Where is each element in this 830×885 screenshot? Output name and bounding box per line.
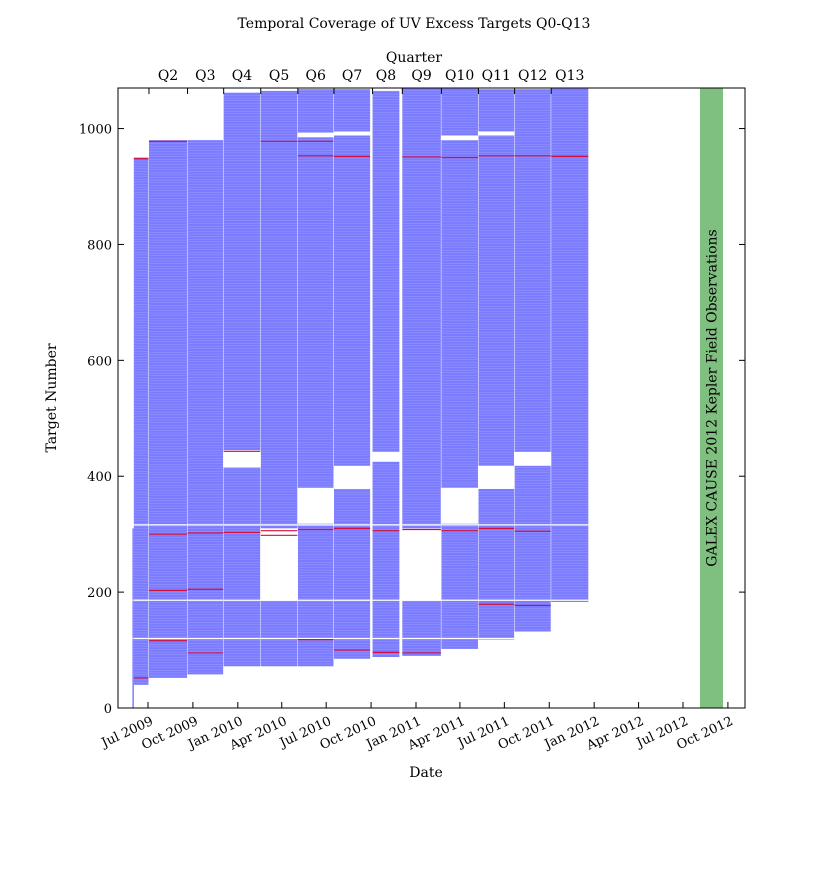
- quarter-coverage-q11: [478, 89, 515, 640]
- coverage-gap-q4: [223, 450, 261, 468]
- coverage-gap-q12: [514, 451, 552, 466]
- quarter-coverage-q2: [148, 140, 188, 678]
- quarter-label-q10: Q10: [445, 68, 474, 84]
- quarter-label-q11: Q11: [482, 68, 511, 84]
- quarter-coverage-q12: [514, 89, 551, 632]
- top-axis-label: Quarter: [386, 50, 442, 66]
- y-tick-label: 0: [104, 702, 112, 717]
- quarter-label-q9: Q9: [411, 68, 431, 84]
- quarter-coverage-q1: [133, 157, 149, 685]
- coverage-gap-q8: [372, 451, 400, 462]
- x-axis-label: Date: [409, 765, 442, 781]
- coverage-gap-q6: [297, 132, 334, 138]
- coverage-gap-q5: [260, 528, 298, 601]
- galex-band-label: GALEX CAUSE 2012 Kepler Field Observatio…: [705, 229, 721, 566]
- quarter-coverage-q3: [187, 140, 224, 675]
- coverage-gap-q10: [440, 135, 479, 141]
- y-axis-label: Target Number: [44, 343, 60, 452]
- coverage-gap-q7: [333, 131, 371, 136]
- quarter-coverage-q13: [551, 88, 589, 602]
- coverage-gap-q7: [333, 465, 371, 489]
- quarter-label-q12: Q12: [518, 68, 547, 84]
- y-tick-label: 200: [87, 586, 112, 601]
- quarter-coverage-q6: [297, 89, 334, 667]
- quarter-label-q3: Q3: [195, 68, 215, 84]
- y-tick-label: 800: [87, 238, 112, 253]
- quarter-coverage-q8: [372, 90, 400, 658]
- coverage-gap-q6: [297, 487, 334, 524]
- coverage-gap-q10: [440, 487, 479, 524]
- quarter-coverage-q0: [132, 528, 134, 708]
- y-tick-label: 1000: [79, 123, 112, 138]
- coverage-gap-q9: [401, 528, 442, 601]
- y-tick-label: 400: [87, 470, 112, 485]
- quarter-label-q6: Q6: [305, 68, 325, 84]
- coverage-gap-q11: [477, 465, 515, 489]
- chart-title: Temporal Coverage of UV Excess Targets Q…: [238, 16, 591, 32]
- coverage-gap-q11: [477, 131, 515, 136]
- stripe-texture: [132, 88, 589, 706]
- plot-frame: [117, 87, 746, 709]
- quarter-coverage-q10: [441, 88, 478, 649]
- plot-area: GALEX CAUSE 2012 Kepler Field Observatio…: [132, 88, 723, 708]
- quarter-label-q5: Q5: [269, 68, 289, 84]
- quarter-label-q8: Q8: [376, 68, 396, 84]
- quarter-label-q13: Q13: [555, 68, 584, 84]
- coverage-group: [132, 88, 589, 708]
- y-tick-label: 600: [87, 354, 112, 369]
- quarter-label-q4: Q4: [232, 68, 252, 84]
- quarter-coverage-q4: [223, 92, 261, 667]
- galex-observation-band: [700, 88, 723, 708]
- quarter-label-q2: Q2: [158, 68, 178, 84]
- quarter-coverage-q7: [333, 89, 371, 659]
- quarter-label-q7: Q7: [342, 68, 362, 84]
